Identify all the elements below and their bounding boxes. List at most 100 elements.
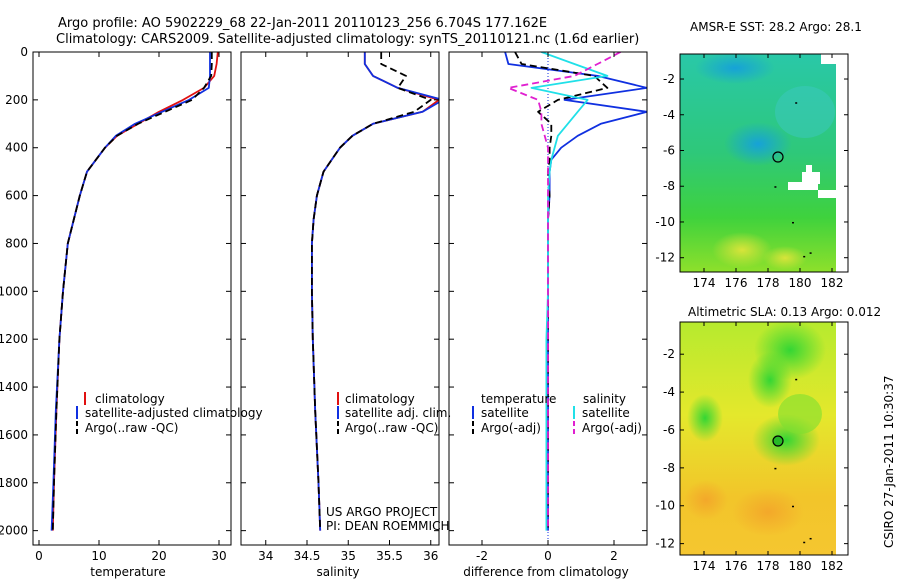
y-tick-label: 1200 [0, 332, 28, 346]
project-credit-line1: US ARGO PROJECT [326, 505, 438, 519]
figure-title-line2: Climatology: CARS2009. Satellite-adjuste… [56, 32, 639, 47]
x-tick-label: 0 [544, 549, 552, 563]
sla-map-panel: Altimetric SLA: 0.13 Argo: 0.012 174 176 1… [655, 305, 881, 573]
temperature-axes-frame [32, 51, 232, 546]
difference-axes: -2 0 2 [449, 51, 647, 563]
y-tick-label: 1800 [0, 476, 28, 490]
legend-label-argo: Argo(..raw -QC) [85, 421, 178, 435]
temperature-axes: 0 10 20 30 0 200 400 600 800 1000 1200 1400 1600 1800… [0, 45, 231, 563]
salinity-axes-frame [240, 51, 440, 546]
figure-title-line1: Argo profile: AO 5902229_68 22-Jan-2011 … [58, 16, 547, 31]
argo-float-marker-sst [772, 151, 784, 163]
coastline-speck [774, 467, 777, 470]
difference-lines [504, 52, 647, 531]
temperature-panel: 0 10 20 30 0 200 400 600 800 1000 1200 1400 1600 1800… [0, 45, 263, 579]
sla-map-field [680, 322, 836, 555]
coastline-speck [803, 255, 806, 258]
x-tick-label: 0 [35, 549, 43, 563]
coastline-speck [809, 537, 812, 540]
map-y-tick-label: -8 [663, 461, 675, 475]
legend-label-temperature-argo: Argo(-adj) [481, 421, 541, 435]
y-tick-label: 1400 [0, 380, 28, 394]
map-x-tick-label: 180 [789, 276, 812, 290]
series-line-argo-raw-qc [310, 52, 432, 531]
map-x-tick-label: 182 [821, 559, 844, 573]
legend-label-temperature-satellite: satellite [481, 406, 529, 420]
coastline-speck [809, 252, 812, 254]
y-tick-label: 400 [5, 141, 28, 155]
sst-map-axes: 174 176 178 180 182 -2 -4 -6 -8 -10 -12 [655, 54, 848, 290]
coastline-speck [795, 102, 798, 104]
map-x-tick-label: 178 [757, 559, 780, 573]
sst-map-panel: AMSR-E SST: 28.2 Argo: 28.1 174 176 178 180… [655, 20, 861, 290]
csiro-timestamp: CSIRO 27-Jan-2011 10:30:37 [882, 376, 896, 548]
map-y-tick-label: -2 [663, 72, 675, 86]
legend-label-salinity-satellite: satellite [582, 406, 630, 420]
map-y-tick-label: -2 [663, 347, 675, 361]
series-line-temperature-satellite [504, 52, 647, 531]
x-tick-label: 35.5 [376, 549, 403, 563]
y-tick-label: 600 [5, 189, 28, 203]
legend-label-satellite: satellite adj. clim. [345, 406, 451, 420]
y-tick-label: 2000 [0, 524, 28, 538]
sla-map-axes: 174 176 178 180 182 -2 -4 -6 -8 -10 -12 [655, 322, 848, 573]
sla-map-frame [679, 321, 849, 556]
difference-legend: temperature satellite Argo(-adj) salinit… [472, 392, 642, 435]
salinity-xlabel: salinity [316, 565, 359, 579]
project-credit-line2: PI: DEAN ROEMMICH [326, 519, 449, 533]
map-x-tick-label: 176 [725, 559, 748, 573]
map-x-tick-label: 174 [693, 276, 716, 290]
map-y-tick-label: -12 [655, 537, 675, 551]
map-x-tick-label: 182 [821, 276, 844, 290]
coastline-speck [792, 505, 794, 508]
difference-xlabel: difference from climatology [463, 565, 629, 579]
coastline-speck [774, 186, 777, 188]
x-tick-label: 36 [423, 549, 438, 563]
legend-heading-temperature: temperature [481, 392, 556, 406]
x-tick-label: 34.5 [294, 549, 321, 563]
map-y-tick-label: -12 [655, 251, 675, 265]
coastline-speck [803, 541, 806, 544]
map-x-tick-label: 178 [757, 276, 780, 290]
map-x-tick-label: 176 [725, 276, 748, 290]
series-line-temperature-argo-adj [514, 52, 609, 531]
map-x-tick-label: 174 [693, 559, 716, 573]
y-tick-label: 800 [5, 236, 28, 250]
sst-map-title: AMSR-E SST: 28.2 Argo: 28.1 [690, 20, 862, 34]
map-y-tick-label: -4 [663, 385, 675, 399]
difference-panel: -2 0 2 difference from climatology tempera… [448, 51, 648, 579]
series-line-salinity-satellite [530, 52, 609, 531]
temperature-legend: climatology satellite-adjusted climatolo… [76, 392, 263, 435]
x-tick-label: 20 [151, 549, 166, 563]
map-x-tick-label: 180 [789, 559, 812, 573]
salinity-panel: 34 34.5 35 35.5 36 salinity climatology sate… [240, 51, 451, 579]
y-tick-label: 200 [5, 93, 28, 107]
legend-label-salinity-argo: Argo(-adj) [582, 421, 642, 435]
map-y-tick-label: -4 [663, 108, 675, 122]
map-y-tick-label: -10 [655, 499, 675, 513]
x-tick-label: 34 [258, 549, 273, 563]
argo-float-marker-sla [772, 435, 784, 447]
map-y-tick-label: -10 [655, 215, 675, 229]
series-line-satellite-adjusted-climatology [50, 52, 211, 531]
x-tick-label: 10 [91, 549, 106, 563]
legend-label-argo: Argo(..raw -QC) [345, 421, 438, 435]
legend-label-climatology: climatology [345, 392, 415, 406]
x-tick-label: -2 [476, 549, 488, 563]
coastline-speck [792, 221, 794, 224]
series-line-salinity-argo-adj [507, 52, 622, 531]
sst-map-field [680, 54, 836, 272]
temperature-lines [50, 52, 219, 531]
legend-heading-salinity: salinity [583, 392, 626, 406]
coastline-speck [795, 378, 798, 381]
salinity-legend: climatology satellite adj. clim. Argo(..… [337, 392, 451, 435]
sla-map-title: Altimetric SLA: 0.13 Argo: 0.012 [688, 305, 881, 319]
salinity-lines [310, 52, 439, 531]
x-tick-label: 2 [610, 549, 618, 563]
series-line-satellite-adj-clim [310, 52, 439, 531]
salinity-axes: 34 34.5 35 35.5 36 [241, 51, 439, 563]
temperature-xlabel: temperature [90, 565, 165, 579]
y-tick-label: 1000 [0, 284, 28, 298]
legend-label-satellite: satellite-adjusted climatology [85, 406, 263, 420]
